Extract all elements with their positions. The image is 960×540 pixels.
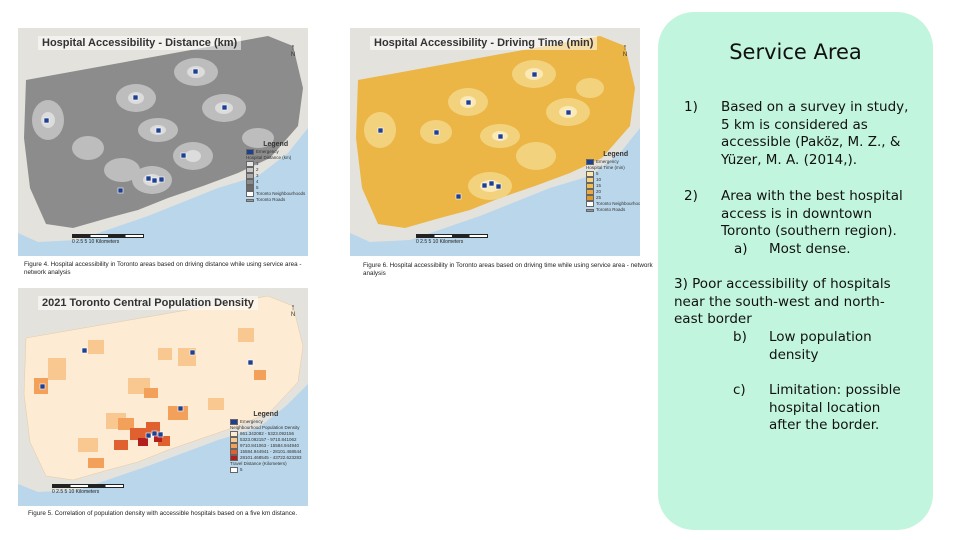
map-driving-time-graphic xyxy=(350,28,640,256)
map-legend: Legend Emergency Hospital Time (min) 5 1… xyxy=(586,150,640,213)
legend-title: Legend xyxy=(253,411,279,418)
map-distance-graphic xyxy=(18,28,308,256)
point-3c-text: Limitation: possible hospital location a… xyxy=(769,382,901,433)
point-1-text: Based on a survey in study, 5 km is cons… xyxy=(721,99,909,168)
scale-bar: 0 2.5 5 10 Kilometers xyxy=(52,484,124,495)
caption-figure-4: Figure 4. Hospital accessibility in Toro… xyxy=(24,261,302,276)
legend-title: Legend xyxy=(603,151,629,158)
map-distance: Hospital Accessibility - Distance (km) ↑… xyxy=(18,28,308,256)
legend-title: Legend xyxy=(263,141,289,148)
caption-figure-6: Figure 6. Hospital accessibility in Toro… xyxy=(363,262,653,277)
service-area-panel: Service Area 1) Based on a survey in stu… xyxy=(658,12,933,530)
north-arrow-icon: ↑ N xyxy=(622,42,628,58)
point-3c-marker: c) xyxy=(733,382,746,398)
north-arrow-icon: ↑ N xyxy=(290,42,296,58)
map-driving-time: Hospital Accessibility - Driving Time (m… xyxy=(350,28,640,256)
point-2-marker: 2) xyxy=(684,188,698,204)
point-2-text: Area with the best hospital access is in… xyxy=(721,188,903,239)
map-legend: Legend Emergency Hospital Distance (km) … xyxy=(246,141,306,202)
point-2a-text: Most dense. xyxy=(769,241,851,257)
map-density-graphic xyxy=(18,288,308,506)
scale-bar: 0 2.5 5 10 Kilometers xyxy=(72,234,144,245)
north-arrow-icon: ↑ N xyxy=(290,302,296,318)
map-population-density: 2021 Toronto Central Population Density … xyxy=(18,288,308,506)
point-3b-marker: b) xyxy=(733,329,747,345)
panel-title: Service Area xyxy=(729,40,862,64)
map-title: 2021 Toronto Central Population Density xyxy=(38,296,258,310)
map-title: Hospital Accessibility - Driving Time (m… xyxy=(370,36,598,50)
point-3b-text: Low population density xyxy=(769,329,872,363)
caption-figure-5: Figure 5. Correlation of population dens… xyxy=(28,510,298,517)
scale-bar: 0 2.5 5 10 Kilometers xyxy=(416,234,488,245)
point-2a-marker: a) xyxy=(734,241,748,257)
map-title: Hospital Accessibility - Distance (km) xyxy=(38,36,242,50)
map-legend: Legend Emergency Neighbourhood Populatio… xyxy=(230,411,302,473)
point-3-text: 3) Poor accessibility of hospitals near … xyxy=(674,276,891,327)
point-1-marker: 1) xyxy=(684,99,698,115)
